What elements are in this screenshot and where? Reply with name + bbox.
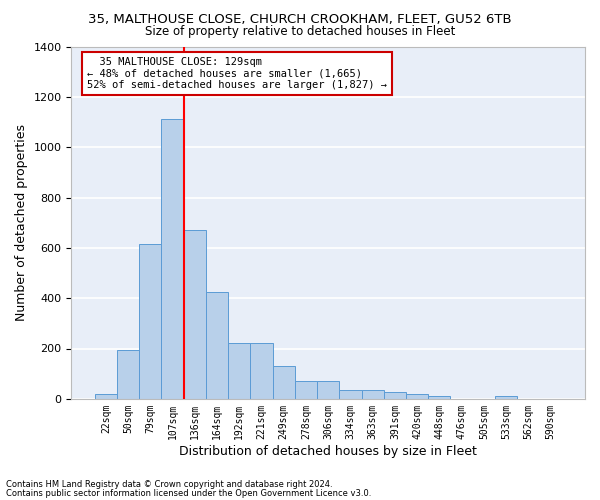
Bar [295,380,317,399]
Bar [206,292,228,399]
Bar [139,244,161,399]
Bar [95,394,117,399]
Bar [384,392,406,399]
X-axis label: Distribution of detached houses by size in Fleet: Distribution of detached houses by size … [179,444,477,458]
Bar [272,366,295,399]
Bar [317,380,340,399]
Bar [117,350,139,399]
Bar [161,120,184,399]
Y-axis label: Number of detached properties: Number of detached properties [15,124,28,321]
Bar [428,396,451,399]
Text: 35 MALTHOUSE CLOSE: 129sqm
← 48% of detached houses are smaller (1,665)
52% of s: 35 MALTHOUSE CLOSE: 129sqm ← 48% of deta… [87,57,387,90]
Bar [495,396,517,399]
Bar [340,390,362,399]
Bar [406,394,428,399]
Bar [250,344,272,399]
Text: Size of property relative to detached houses in Fleet: Size of property relative to detached ho… [145,25,455,38]
Text: Contains HM Land Registry data © Crown copyright and database right 2024.: Contains HM Land Registry data © Crown c… [6,480,332,489]
Bar [228,344,250,399]
Bar [362,390,384,399]
Text: 35, MALTHOUSE CLOSE, CHURCH CROOKHAM, FLEET, GU52 6TB: 35, MALTHOUSE CLOSE, CHURCH CROOKHAM, FL… [88,12,512,26]
Text: Contains public sector information licensed under the Open Government Licence v3: Contains public sector information licen… [6,488,371,498]
Bar [184,230,206,399]
